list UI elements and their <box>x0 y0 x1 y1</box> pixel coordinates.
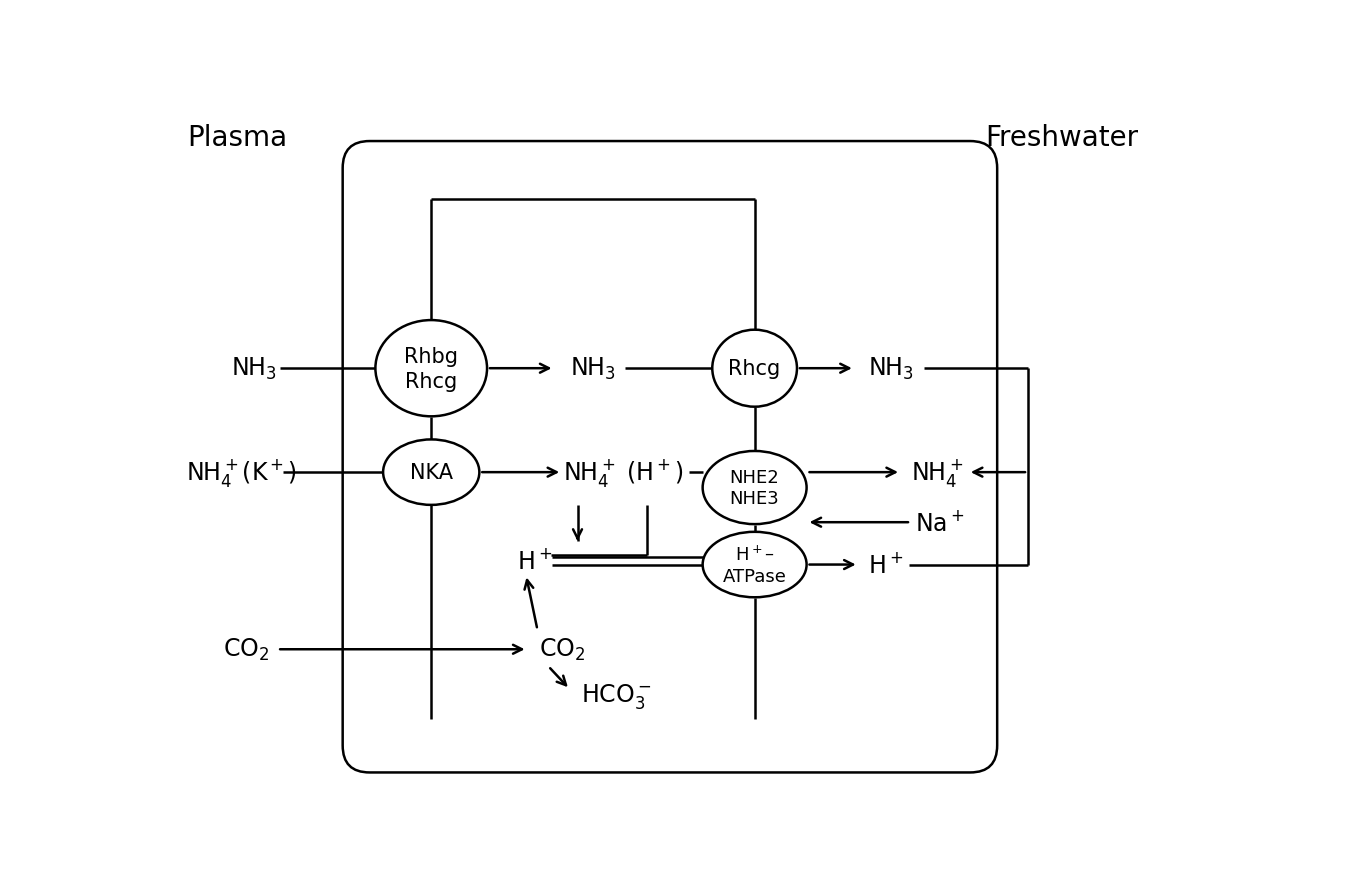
Ellipse shape <box>712 330 796 408</box>
Text: NH$_3$: NH$_3$ <box>569 356 616 382</box>
Text: Na$^+$: Na$^+$ <box>915 510 965 536</box>
Text: H$^+$: H$^+$ <box>868 552 904 578</box>
Text: NH$_4^+$: NH$_4^+$ <box>911 457 964 489</box>
Text: NHE2
NHE3: NHE2 NHE3 <box>730 468 780 508</box>
Text: Freshwater: Freshwater <box>985 124 1139 152</box>
Text: CO$_2$: CO$_2$ <box>540 637 586 662</box>
Text: HCO$_3^-$: HCO$_3^-$ <box>580 681 651 710</box>
Text: NH$_3$: NH$_3$ <box>231 356 277 382</box>
Ellipse shape <box>703 451 807 525</box>
Ellipse shape <box>383 440 480 505</box>
Text: NKA: NKA <box>409 462 453 483</box>
Text: NH$_4^+$(K$^+$): NH$_4^+$(K$^+$) <box>186 457 296 489</box>
Ellipse shape <box>703 532 807 597</box>
Text: H$^+$–
ATPase: H$^+$– ATPase <box>723 544 787 585</box>
Text: CO$_2$: CO$_2$ <box>223 637 269 662</box>
Text: NH$_4^+$ (H$^+$): NH$_4^+$ (H$^+$) <box>564 457 684 489</box>
Text: Rhbg
Rhcg: Rhbg Rhcg <box>404 346 458 392</box>
Text: H$^+$: H$^+$ <box>518 549 553 574</box>
Text: NH$_3$: NH$_3$ <box>868 356 913 382</box>
Text: Plasma: Plasma <box>188 124 287 152</box>
Text: Rhcg: Rhcg <box>728 358 781 379</box>
Ellipse shape <box>375 321 487 417</box>
